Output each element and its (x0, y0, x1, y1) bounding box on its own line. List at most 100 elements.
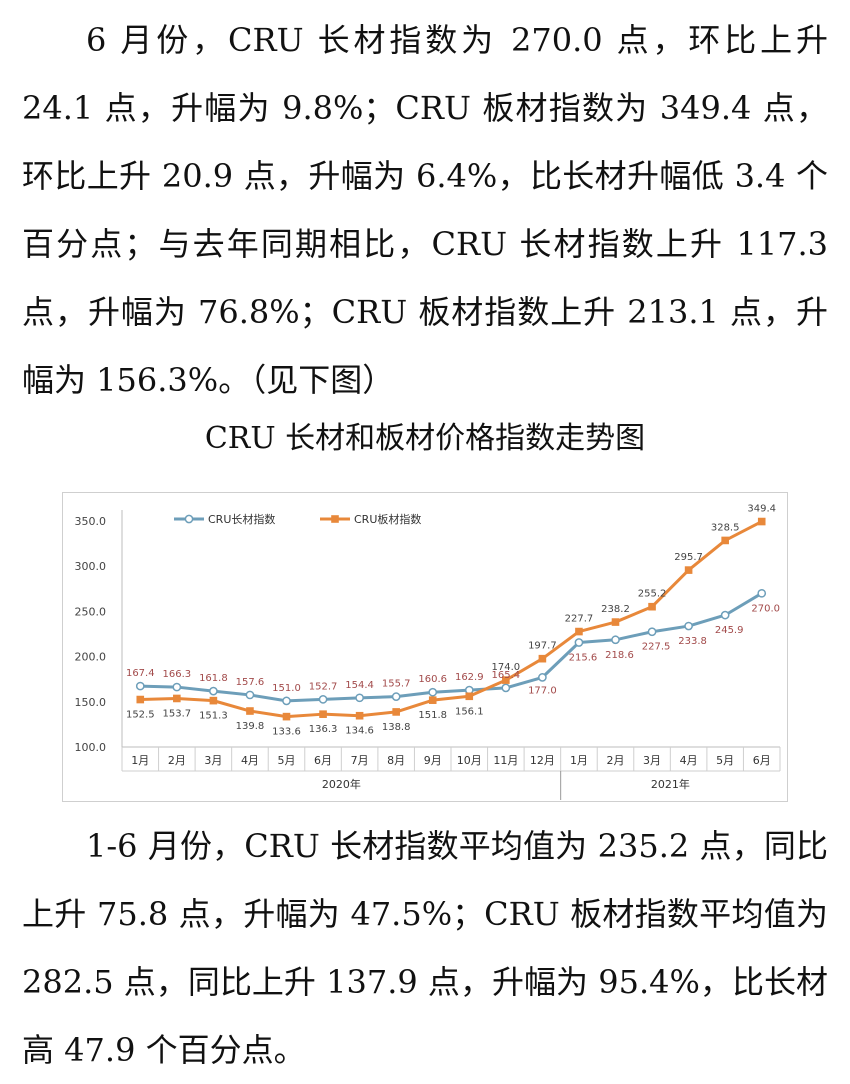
legend-marker (331, 515, 339, 523)
data-label: 197.7 (528, 641, 557, 652)
data-point (538, 673, 547, 682)
data-label: 152.7 (309, 681, 338, 692)
x-tick-label: 10月 (457, 754, 482, 767)
x-tick-label: 7月 (351, 754, 369, 767)
data-point (428, 687, 438, 697)
x-tick-label: 4月 (241, 754, 259, 767)
y-tick-label: 300.0 (75, 560, 107, 573)
data-point (648, 602, 656, 611)
y-tick-label: 150.0 (75, 696, 107, 709)
price-index-chart: 100.0 150.0 200.0 250.0 300.0 350.0 1月 2月 3月 4月 5月… (62, 492, 788, 802)
data-point (282, 712, 291, 721)
data-label: 136.3 (309, 724, 338, 735)
data-label: 238.2 (601, 604, 630, 615)
data-point (282, 696, 291, 706)
data-label: 227.5 (642, 642, 671, 653)
x-tick-label: 5月 (278, 754, 296, 767)
data-point (135, 681, 145, 691)
x-tick-label: 11月 (493, 754, 518, 767)
data-label: 152.5 (126, 710, 155, 721)
data-point (172, 682, 182, 692)
data-label: 255.2 (638, 589, 667, 600)
data-label: 166.3 (163, 669, 192, 680)
data-point (611, 618, 620, 626)
x-tick-label: 6月 (753, 754, 771, 767)
data-point (757, 588, 767, 598)
x-tick-label: 2月 (607, 754, 625, 767)
data-label: 161.8 (199, 673, 228, 684)
x-tick-label: 2月 (168, 754, 186, 767)
data-label: 151.3 (199, 711, 228, 722)
x-tick-label: 1月 (131, 754, 149, 767)
data-point (720, 610, 730, 620)
data-point (391, 692, 401, 701)
data-label: 295.7 (674, 552, 703, 563)
data-label: 167.4 (126, 668, 155, 679)
chart-frame (62, 492, 788, 802)
x-tick-label: 9月 (424, 754, 442, 767)
data-point (501, 683, 511, 693)
data-label: 174.0 (492, 662, 521, 673)
data-point (392, 708, 400, 716)
x-tick-label: 6月 (314, 754, 332, 767)
data-point (538, 654, 547, 663)
data-point (245, 690, 255, 700)
y-tick-label: 350.0 (75, 515, 107, 528)
data-label: 156.1 (455, 706, 484, 717)
x-tick-label: 3月 (643, 754, 661, 767)
data-label: 160.6 (418, 674, 447, 685)
data-point (209, 696, 218, 705)
data-label: 328.5 (711, 522, 740, 533)
data-label: 177.0 (528, 685, 557, 696)
series-line-2 (140, 520, 763, 719)
data-label: 139.8 (236, 721, 265, 732)
group-label: 2020年 (322, 777, 361, 791)
legend-label: CRU板材指数 (354, 512, 421, 526)
data-label: 215.6 (569, 652, 598, 663)
data-label: 154.4 (345, 680, 374, 691)
data-point (575, 627, 583, 636)
data-point (721, 536, 729, 545)
x-tick-label: 12月 (530, 754, 555, 767)
data-point (574, 638, 584, 647)
data-label: 245.9 (715, 625, 744, 636)
summary-paragraph: 1-6 月份，CRU 长材指数平均值为 235.2 点，同比上升 75.8 点，… (22, 827, 828, 1069)
data-label: 218.6 (605, 650, 634, 661)
intro-paragraph: 6 月份，CRU 长材指数为 270.0 点，环比上升 24.1 点，升幅为 9… (22, 21, 828, 399)
data-point (173, 694, 181, 703)
data-point (465, 692, 474, 701)
group-label: 2021年 (651, 777, 690, 791)
data-point (757, 517, 766, 526)
data-label: 151.0 (272, 683, 301, 694)
data-label: 133.6 (272, 727, 301, 738)
legend-label: CRU长材指数 (208, 512, 275, 526)
data-label: 162.9 (455, 672, 484, 683)
data-label: 157.6 (236, 677, 265, 688)
data-point (684, 566, 693, 574)
data-point (136, 695, 145, 704)
data-label: 134.6 (345, 726, 374, 737)
data-point (684, 621, 693, 631)
x-tick-label: 4月 (680, 754, 698, 767)
legend-marker (184, 514, 194, 524)
x-tick-label: 5月 (716, 754, 734, 767)
data-label: 233.8 (678, 636, 707, 647)
data-label: 153.7 (163, 708, 192, 719)
data-label: 151.8 (418, 710, 447, 721)
data-point (647, 627, 657, 637)
data-point (428, 696, 437, 704)
y-tick-label: 200.0 (75, 651, 107, 664)
series-line-1 (140, 592, 763, 703)
data-label: 165.4 (492, 670, 521, 681)
data-point (209, 686, 218, 696)
x-tick-label: 8月 (387, 754, 405, 767)
data-point (502, 676, 510, 684)
data-label: 349.4 (747, 504, 776, 515)
data-point (319, 710, 327, 718)
y-tick-label: 100.0 (75, 741, 107, 754)
chart-title: CRU 长材和板材价格指数走势图 (204, 421, 646, 456)
data-label: 270.0 (751, 603, 780, 614)
data-point (355, 711, 364, 720)
x-tick-label: 1月 (570, 754, 588, 767)
x-tick-label: 3月 (204, 754, 222, 767)
